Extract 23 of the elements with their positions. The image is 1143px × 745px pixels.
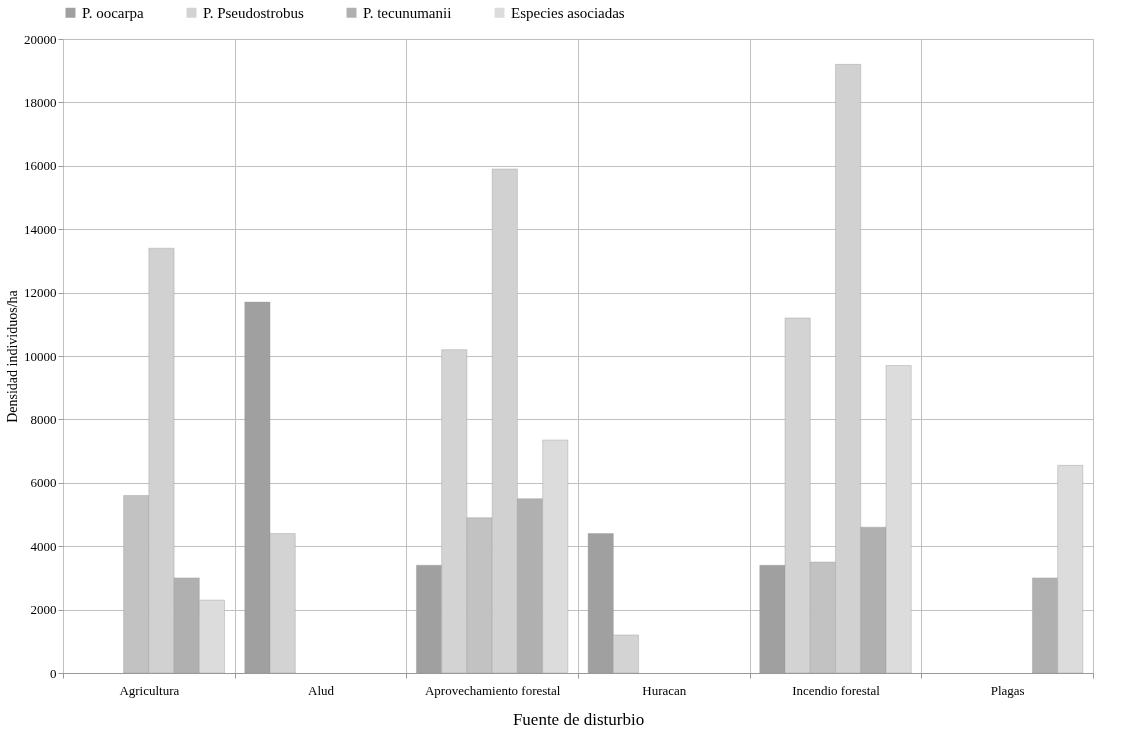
- y-axis-title: Densidad individuos/ha: [5, 289, 20, 423]
- y-tick-label: 8000: [30, 411, 57, 427]
- legend-label: Especies asociadas: [511, 4, 625, 21]
- y-tick-label: 14000: [24, 221, 57, 237]
- y-tick-label: 0: [50, 665, 57, 681]
- x-tick-label: Huracan: [642, 682, 687, 698]
- x-tick-label: Incendio forestal: [792, 682, 881, 698]
- y-tick-label: 4000: [30, 538, 57, 554]
- legend-label: P. tecunumanii: [363, 4, 452, 21]
- x-tick-label: Alud: [308, 682, 335, 698]
- y-tick-label: 12000: [24, 285, 57, 301]
- y-tick-label: 16000: [24, 158, 57, 174]
- x-tick-label: Plagas: [990, 682, 1025, 698]
- y-tick-label: 10000: [24, 348, 57, 364]
- legend-label: P. Pseudostrobus: [203, 4, 305, 21]
- x-tick-label: Aprovechamiento forestal: [424, 682, 561, 698]
- x-tick-label: Agricultura: [119, 682, 180, 698]
- y-tick-label: 6000: [30, 475, 57, 491]
- x-axis-title: Fuente de disturbio: [512, 709, 645, 729]
- legend-label: P. oocarpa: [82, 4, 144, 21]
- y-tick-label: 2000: [30, 602, 57, 618]
- y-tick-label: 18000: [24, 94, 57, 110]
- y-tick-label: 20000: [24, 31, 57, 47]
